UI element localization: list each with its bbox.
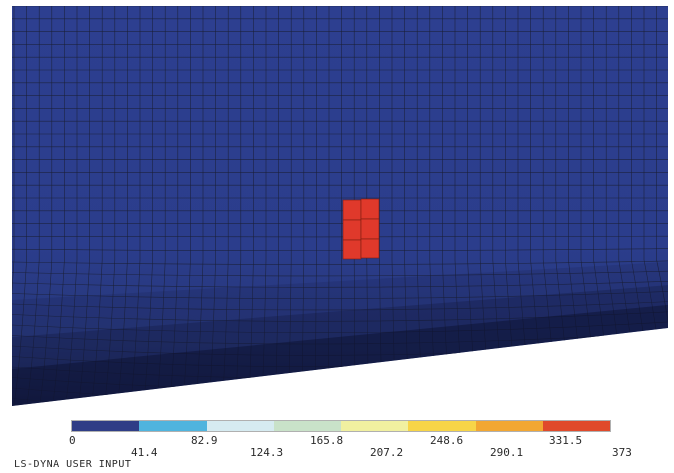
- mesh-line: [379, 6, 382, 363]
- mesh-line: [223, 6, 229, 381]
- legend-segment: [206, 421, 274, 431]
- mesh-line: [12, 260, 668, 265]
- mesh-line: [118, 6, 128, 393]
- legend-segment: [341, 421, 409, 431]
- finite-element-mesh[interactable]: [0, 0, 674, 410]
- mesh-line: [26, 6, 40, 403]
- mesh-line: [442, 6, 447, 355]
- mesh-line: [605, 6, 618, 336]
- mesh-line: [197, 6, 204, 384]
- mesh-line: [618, 6, 631, 334]
- mesh-line: [210, 6, 216, 382]
- mesh-line: [12, 331, 668, 345]
- legend-tick-label: 165.8: [310, 434, 344, 447]
- mesh-line: [79, 6, 90, 397]
- legend-segment: [72, 421, 140, 431]
- legend-tick-label: 82.9: [191, 434, 218, 447]
- mesh-line: [12, 311, 668, 322]
- mesh-line: [517, 6, 526, 346]
- mesh-line: [542, 6, 552, 343]
- legend-tick-label: 207.2: [370, 446, 404, 459]
- mesh-line: [454, 6, 460, 354]
- legend-tick-label: 331.5: [549, 434, 583, 447]
- mesh-line: [12, 402, 668, 406]
- mesh-line: [492, 6, 500, 349]
- legend-tick-label: 248.6: [430, 434, 464, 447]
- mesh-line: [236, 6, 242, 379]
- legend-tick-label: 41.4: [131, 446, 158, 459]
- mesh-line: [391, 6, 395, 361]
- legend-segment: [139, 421, 207, 431]
- mesh-line: [12, 248, 668, 252]
- mesh-line: [12, 235, 668, 238]
- highlight-element: [360, 238, 380, 259]
- legend-tick-label: 0: [69, 434, 76, 447]
- mesh-bottom-band: [12, 262, 668, 406]
- fringe-legend-bar: [71, 420, 611, 432]
- legend-tick-label: 290.1: [490, 446, 524, 459]
- legend-tick-label: 124.3: [250, 446, 284, 459]
- mesh-line: [157, 6, 166, 388]
- mesh-line: [12, 301, 668, 311]
- mesh-line: [12, 270, 668, 277]
- mesh-line: [12, 321, 668, 333]
- legend-segment: [408, 421, 476, 431]
- mesh-line: [12, 281, 668, 288]
- mesh-line: [66, 6, 78, 399]
- legend-segment: [542, 421, 610, 431]
- mesh-line: [416, 6, 421, 358]
- mesh-line: [467, 6, 474, 352]
- shade-band: [12, 262, 668, 406]
- mesh-line: [53, 6, 65, 400]
- mesh-line: [429, 6, 434, 357]
- mesh-line: [656, 6, 668, 330]
- mesh-line: [184, 6, 191, 385]
- highlight-element: [342, 199, 362, 221]
- mesh-line: [315, 6, 317, 370]
- legend-segment: [273, 421, 341, 431]
- mesh-line: [643, 6, 657, 331]
- mesh-line: [92, 6, 103, 396]
- mesh-line: [12, 291, 668, 299]
- mesh-line: [568, 6, 578, 340]
- highlight-elements: [342, 198, 380, 260]
- legend-segment: [475, 421, 543, 431]
- legend-tick-label: 373: [612, 446, 632, 459]
- mesh-line: [593, 6, 605, 337]
- highlight-element: [360, 218, 380, 240]
- mesh-line: [12, 6, 15, 406]
- mesh-line: [105, 6, 116, 394]
- highlight-element: [342, 219, 362, 241]
- shade-band: [12, 304, 668, 406]
- footer-title: LS-DYNA USER INPUT: [14, 459, 132, 470]
- highlight-element: [360, 198, 380, 220]
- highlight-element: [342, 239, 362, 260]
- mesh-line: [131, 6, 141, 391]
- mesh-line: [13, 6, 27, 405]
- mesh-line: [479, 6, 487, 351]
- mesh-line: [366, 6, 369, 364]
- mesh-line: [530, 6, 539, 345]
- mesh-line: [555, 6, 565, 342]
- mesh-line: [12, 392, 668, 406]
- mesh-line: [144, 6, 153, 390]
- shade-band: [12, 285, 668, 406]
- mesh-line: [505, 6, 513, 348]
